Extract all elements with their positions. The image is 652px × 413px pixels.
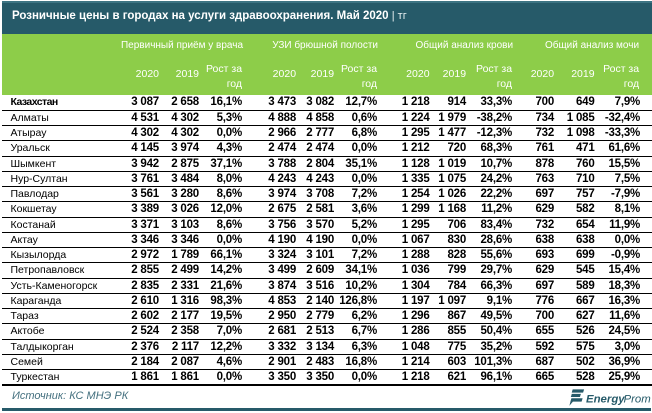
svg-text:Prom: Prom xyxy=(624,394,651,406)
svg-text:Energy: Energy xyxy=(586,394,625,406)
